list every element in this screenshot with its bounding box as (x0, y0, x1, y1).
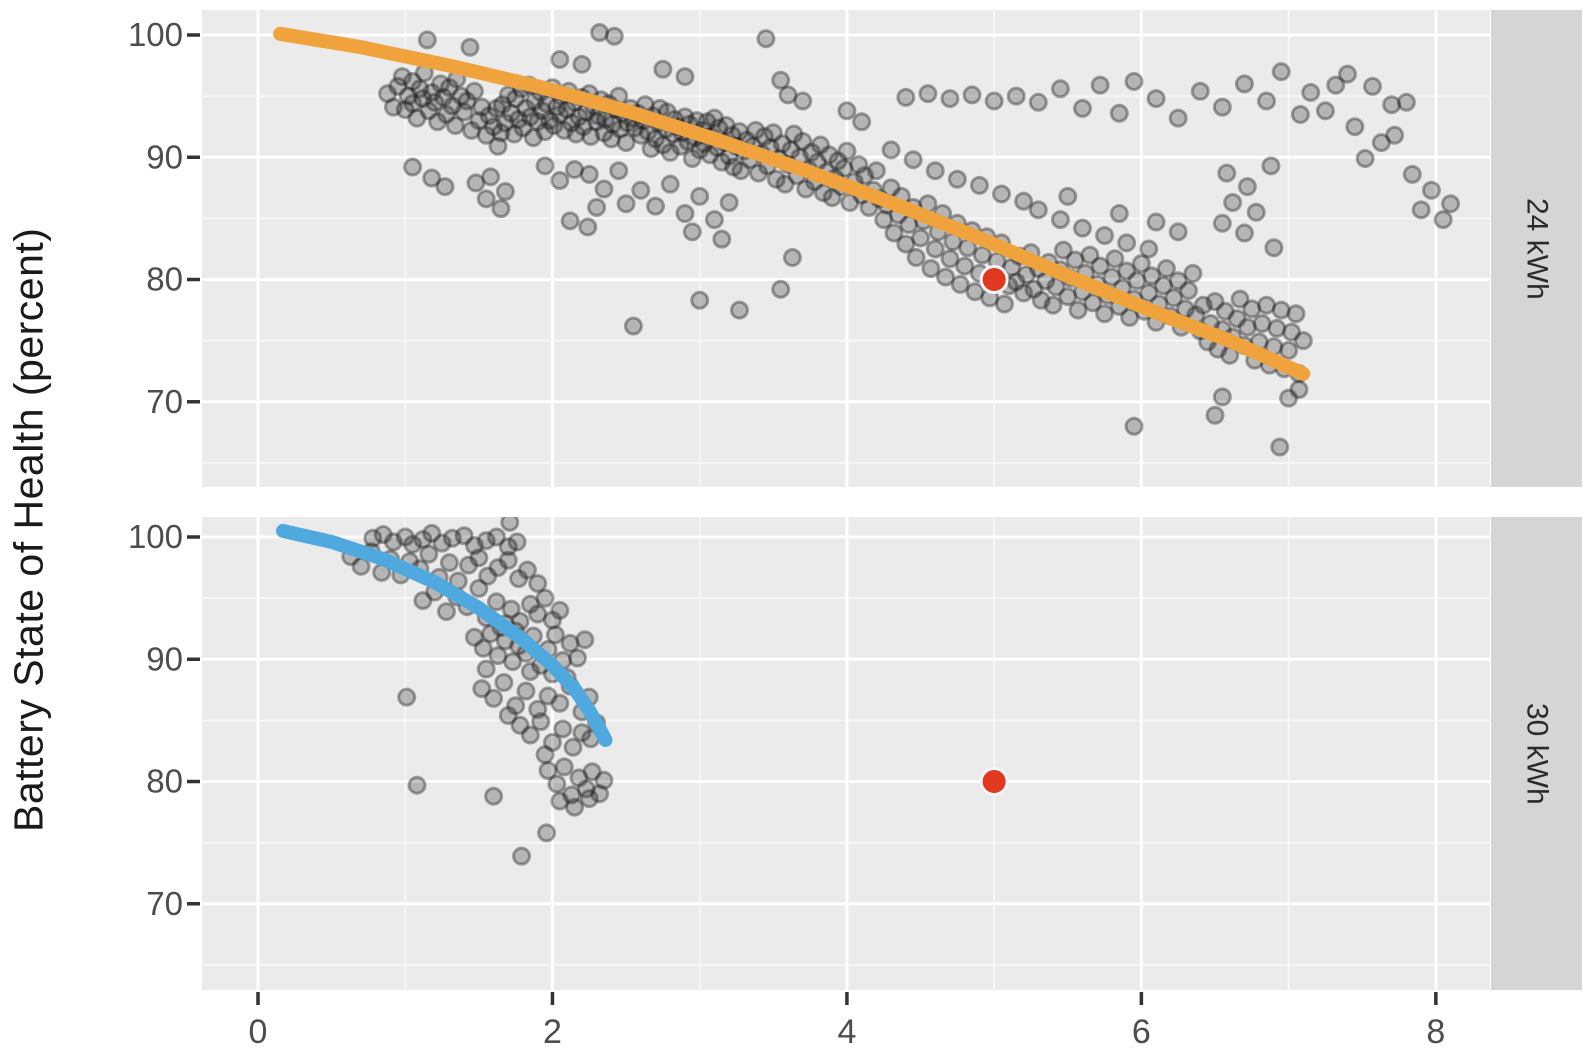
y-tick-label: 80 (146, 763, 183, 800)
y-tick-label: 80 (146, 261, 183, 298)
y-tick-label: 70 (146, 885, 183, 922)
x-tick-label: 8 (1426, 1013, 1445, 1051)
scatter-points-30kwh (341, 517, 614, 866)
panel-24kwh (202, 10, 1490, 487)
y-axis-30kwh: 100 90 80 70 (128, 518, 200, 922)
y-tick-label: 100 (128, 16, 183, 53)
y-tick-label: 90 (146, 640, 183, 677)
facet-strip-24kwh: 24 kWh (1491, 10, 1582, 487)
x-tick-label: 2 (543, 1013, 562, 1051)
y-axis-24kwh: 100 90 80 70 (128, 16, 200, 420)
highlight-point-24kwh (979, 265, 1009, 295)
y-tick-label: 70 (146, 383, 183, 420)
x-tick-label: 0 (249, 1013, 268, 1051)
x-tick-label: 6 (1132, 1013, 1151, 1051)
x-tick-label: 4 (837, 1013, 856, 1051)
y-tick-label: 100 (128, 518, 183, 555)
gridlines-24kwh (202, 10, 1490, 487)
panel-30kwh (202, 517, 1490, 990)
smooth-line-30kwh (276, 523, 613, 747)
x-axis: 0 2 4 6 8 (249, 992, 1445, 1051)
y-axis-title: Battery State of Health (percent) (5, 227, 52, 833)
facet-strip-30kwh: 30 kWh (1491, 517, 1582, 990)
gridlines-30kwh (202, 517, 1490, 990)
highlight-point-30kwh (979, 767, 1009, 797)
y-tick-label: 90 (146, 138, 183, 175)
smooth-line-24kwh (273, 26, 1311, 381)
